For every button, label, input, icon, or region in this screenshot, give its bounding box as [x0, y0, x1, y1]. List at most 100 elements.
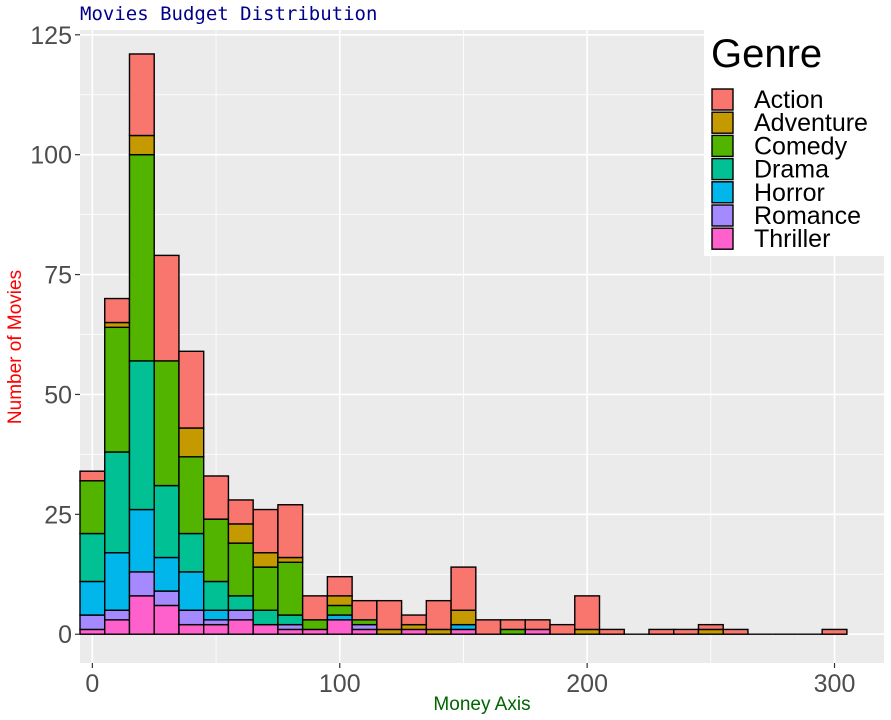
bar-drama-80 — [277, 614, 304, 626]
bar-romance-50 — [202, 619, 230, 626]
y-tick-label: 125 — [30, 22, 72, 50]
legend-key-drama — [711, 157, 734, 181]
bar-action-210 — [598, 628, 625, 635]
bar-adventure-130 — [400, 623, 428, 631]
bar-thriller-150 — [450, 628, 477, 635]
bar-action-100 — [326, 575, 353, 597]
bar-drama-70 — [252, 609, 279, 626]
legend-key-horror — [711, 181, 734, 204]
bar-action-140 — [425, 599, 452, 631]
bar-adventure-70 — [252, 552, 279, 568]
bar-action-70 — [252, 508, 279, 554]
bar-action-230 — [648, 628, 675, 635]
bar-thriller-180 — [524, 628, 551, 635]
bar-adventure-20 — [128, 134, 155, 156]
bar-action-200 — [574, 595, 601, 631]
bar-horror-10 — [104, 552, 131, 611]
bar-comedy-20 — [128, 153, 155, 362]
legend-label-drama: Drama — [754, 156, 829, 184]
bar-adventure-60 — [227, 523, 254, 544]
bar-romance-60 — [227, 609, 254, 621]
bar-comedy-10 — [104, 326, 131, 453]
legend-background — [704, 28, 884, 256]
legend-title: Genre — [711, 32, 822, 76]
bar-romance-30 — [153, 590, 180, 607]
bar-action-300 — [821, 628, 848, 635]
y-tick-label: 25 — [44, 501, 72, 529]
bar-action-250 — [697, 623, 724, 631]
y-tick-label: 50 — [44, 381, 72, 409]
legend-label-romance: Romance — [754, 202, 861, 230]
bar-action-50 — [202, 475, 230, 520]
bar-horror-100 — [326, 614, 353, 621]
bar-action-120 — [376, 599, 403, 631]
bar-thriller-100 — [326, 619, 353, 635]
bar-comedy-100 — [326, 604, 353, 616]
bars — [79, 53, 848, 635]
bar-drama-0 — [79, 532, 106, 583]
y-tick-label: 100 — [30, 142, 72, 170]
bar-adventure-150 — [450, 609, 477, 626]
bar-thriller-130 — [400, 628, 428, 635]
bar-thriller-110 — [351, 628, 378, 635]
bar-romance-110 — [351, 623, 378, 631]
bar-comedy-110 — [351, 619, 378, 626]
bar-thriller-90 — [301, 628, 329, 635]
x-axis-title: Money Axis — [433, 694, 530, 715]
bar-adventure-10 — [104, 321, 131, 329]
bar-action-0 — [79, 470, 106, 482]
bar-action-170 — [499, 619, 526, 631]
legend-label-thriller: Thriller — [754, 225, 830, 253]
bar-drama-40 — [178, 532, 205, 573]
bar-action-30 — [153, 254, 180, 362]
legend-key-comedy — [711, 134, 734, 158]
x-axis: 0 100 200 300 — [85, 663, 855, 698]
bar-action-130 — [400, 614, 428, 626]
bar-action-190 — [549, 623, 576, 635]
legend-key-action — [711, 88, 734, 111]
bar-adventure-120 — [376, 628, 403, 635]
legend-key-thriller — [711, 227, 734, 250]
x-tick-label: 100 — [319, 670, 361, 698]
bar-action-160 — [475, 619, 502, 635]
bar-drama-60 — [227, 595, 254, 611]
bar-comedy-40 — [178, 456, 205, 535]
bar-adventure-100 — [326, 595, 353, 607]
bar-adventure-40 — [178, 427, 205, 458]
bar-thriller-50 — [202, 623, 230, 635]
legend-label-adventure: Adventure — [754, 109, 868, 137]
bar-comedy-30 — [153, 360, 180, 487]
bar-thriller-10 — [104, 619, 131, 635]
bar-action-40 — [178, 350, 205, 429]
bar-horror-20 — [128, 508, 155, 573]
bar-comedy-170 — [499, 628, 526, 635]
bar-romance-0 — [79, 614, 106, 631]
bar-horror-150 — [450, 623, 477, 631]
bar-action-150 — [450, 566, 477, 611]
y-tick-label: 0 — [58, 621, 72, 649]
bar-action-240 — [673, 628, 700, 635]
bar-thriller-60 — [227, 619, 254, 635]
bar-action-180 — [524, 619, 551, 631]
x-tick-label: 200 — [566, 670, 608, 698]
bar-adventure-140 — [425, 628, 452, 635]
bar-drama-30 — [153, 484, 180, 559]
bar-action-260 — [722, 628, 749, 635]
chart-title: Movies Budget Distribution — [80, 3, 377, 25]
bar-romance-40 — [178, 609, 205, 626]
legend-key-adventure — [711, 111, 734, 134]
bar-horror-30 — [153, 556, 180, 592]
bar-thriller-40 — [178, 623, 205, 635]
bar-adventure-80 — [277, 556, 304, 563]
bar-action-90 — [301, 595, 329, 621]
bar-action-80 — [277, 504, 304, 559]
bar-romance-80 — [277, 623, 304, 631]
legend-label-comedy: Comedy — [754, 132, 848, 160]
bar-thriller-30 — [153, 604, 180, 635]
bar-comedy-60 — [227, 542, 254, 597]
bar-adventure-250 — [697, 628, 724, 635]
y-axis-title: Number of Movies — [5, 270, 26, 424]
bar-adventure-200 — [574, 628, 601, 635]
bar-drama-20 — [128, 360, 155, 511]
